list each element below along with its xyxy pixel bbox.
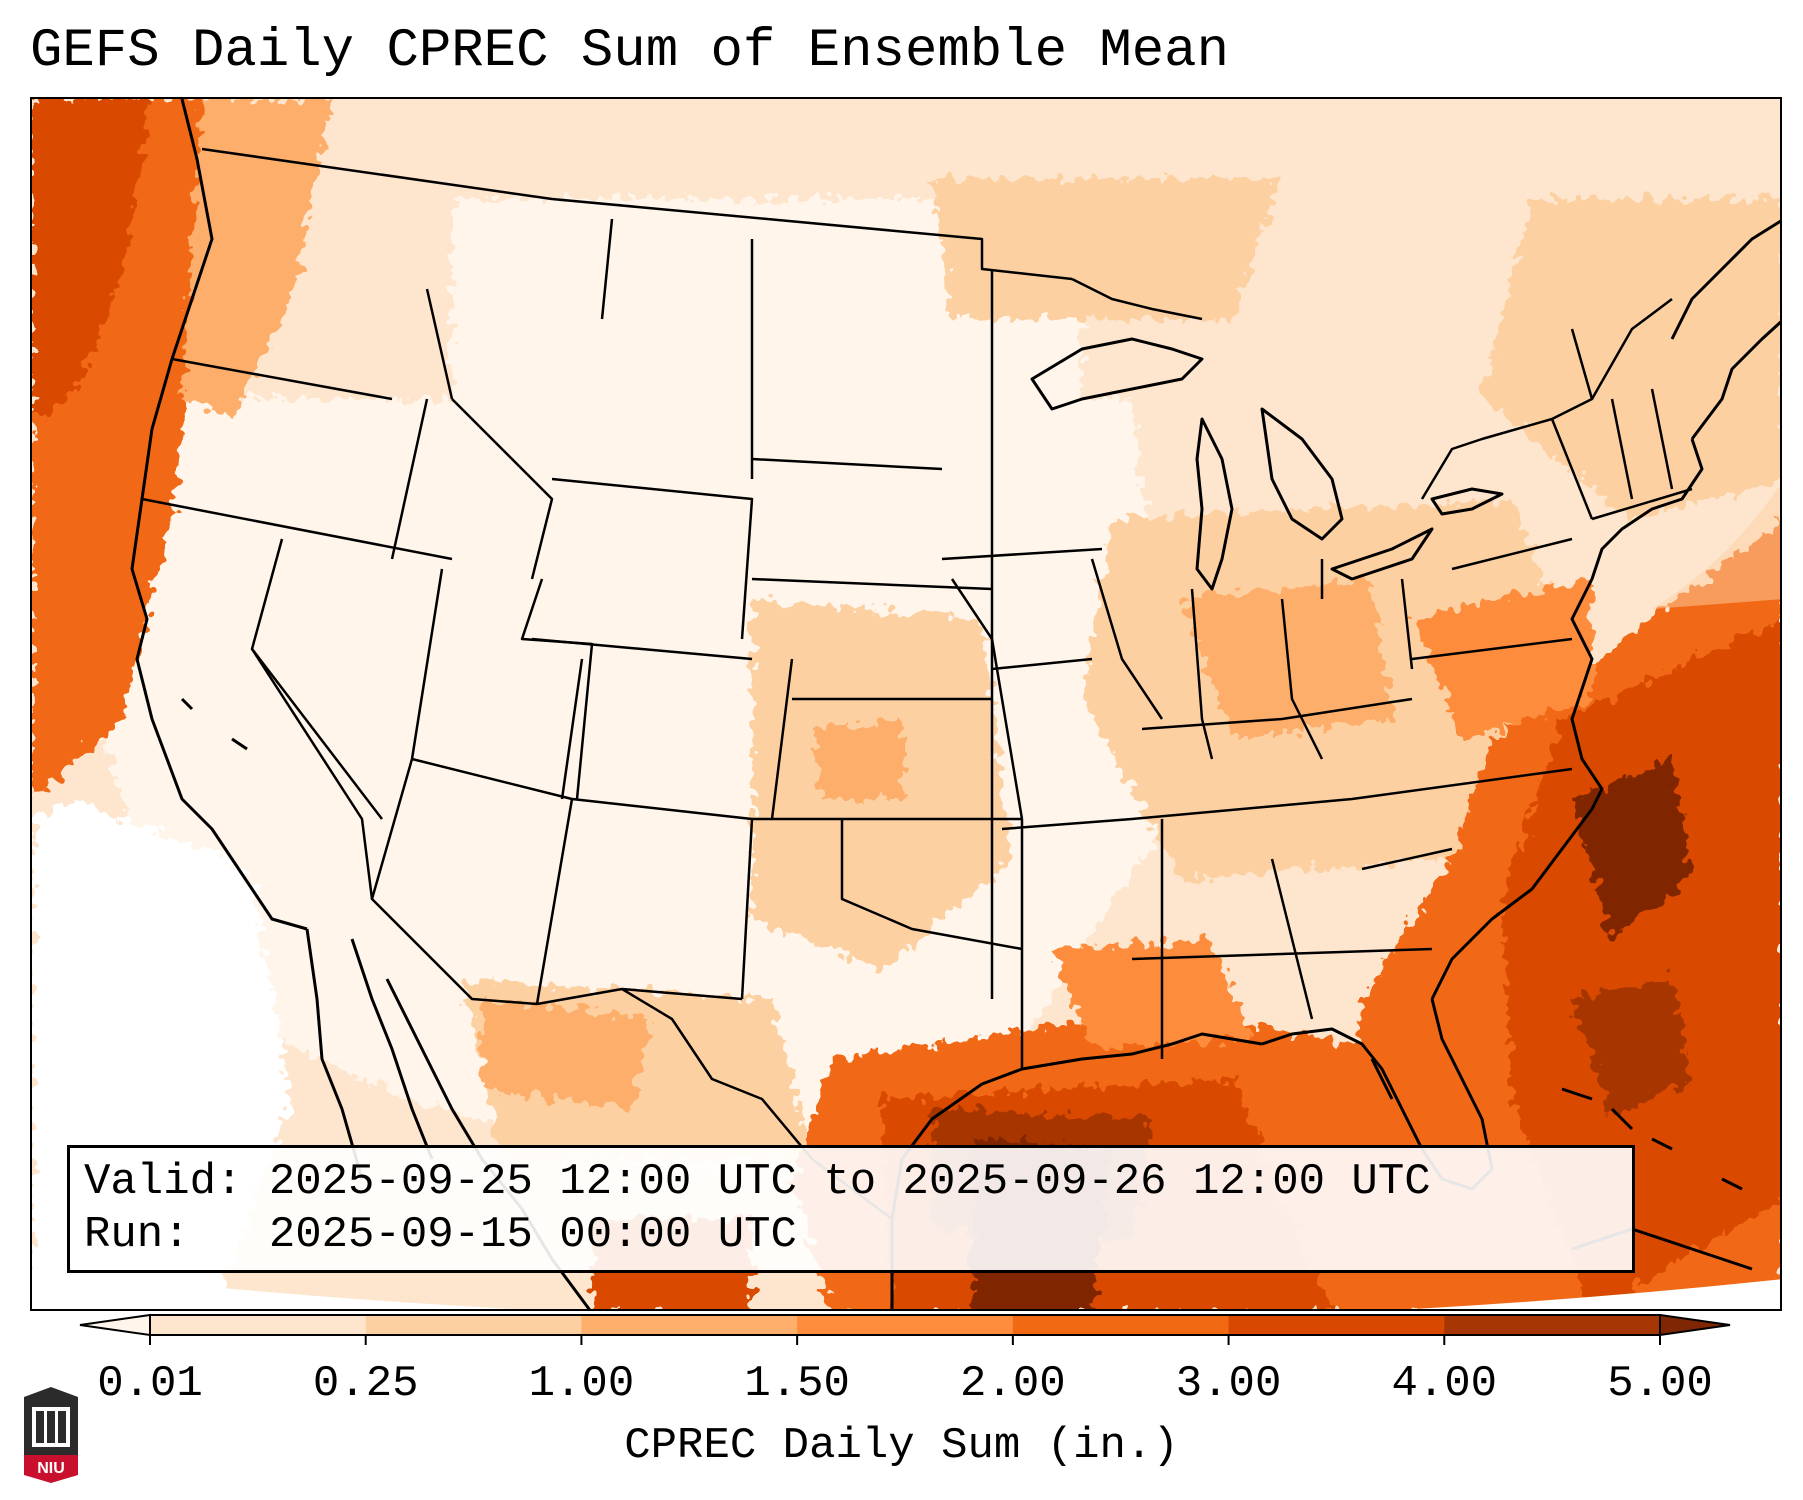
colorbar-segment (365, 1315, 582, 1335)
colorbar-tick-label: 5.00 (1607, 1359, 1713, 1409)
valid-label: Valid: (84, 1157, 243, 1207)
niu-logo-icon: NIU (24, 1387, 78, 1483)
projection-edge (32, 1269, 1780, 1309)
svg-text:NIU: NIU (37, 1460, 65, 1477)
colorbar-segment (150, 1315, 367, 1335)
valid-line: Valid: 2025-09-25 12:00 UTC to 2025-09-2… (84, 1156, 1618, 1209)
colorbar (79, 1313, 1731, 1345)
state-borders (141, 147, 1693, 1220)
islands (180, 697, 1743, 1191)
valid-value: 2025-09-25 12:00 UTC to 2025-09-26 12:00… (268, 1157, 1431, 1207)
colorbar-tick-label: 1.50 (744, 1359, 850, 1409)
run-label: Run: (84, 1210, 190, 1260)
run-value: 2025-09-15 00:00 UTC (268, 1210, 797, 1260)
colorbar-segment (581, 1315, 798, 1335)
colorbar-tick-label: 2.00 (960, 1359, 1066, 1409)
colorbar-tick-label: 0.01 (97, 1359, 203, 1409)
colorbar-tick-label: 3.00 (1175, 1359, 1282, 1409)
colorbar-segment (797, 1315, 1014, 1335)
colorbar-tick-label: 4.00 (1391, 1359, 1498, 1409)
colorbar-extend-high (1659, 1313, 1731, 1337)
colorbar-outline (149, 1314, 1661, 1336)
run-line: Run: 2025-09-15 00:00 UTC (84, 1209, 1618, 1262)
colorbar-tick-label: 1.00 (528, 1359, 635, 1409)
colorbar-tick-label: 0.25 (312, 1359, 419, 1409)
precipitation-map (32, 99, 1780, 1309)
page-title: GEFS Daily CPREC Sum of Ensemble Mean (30, 21, 1229, 82)
colorbar-extend-low (79, 1313, 151, 1337)
colorbar-label: CPREC Daily Sum (in.) (624, 1421, 1179, 1471)
colorbar-segment (1228, 1315, 1445, 1335)
info-box: Valid: 2025-09-25 12:00 UTC to 2025-09-2… (67, 1145, 1635, 1273)
map-panel[interactable]: Valid: 2025-09-25 12:00 UTC to 2025-09-2… (30, 97, 1782, 1311)
colorbar-segment (1444, 1315, 1661, 1335)
colorbar-segment (1012, 1315, 1230, 1335)
